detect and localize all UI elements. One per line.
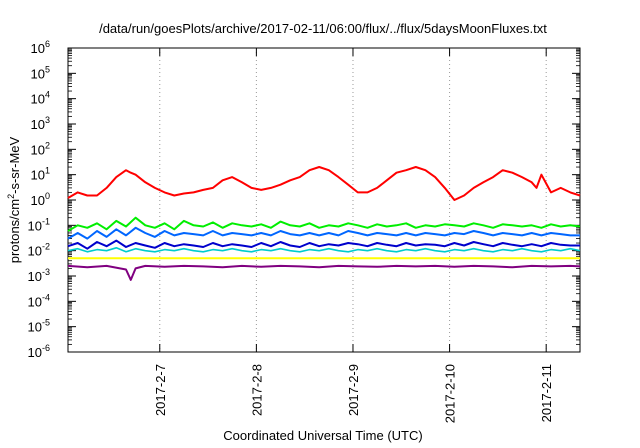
y-tick-base: 10 xyxy=(28,345,42,360)
y-tick-base: 10 xyxy=(28,294,42,309)
series-line-5 xyxy=(67,239,580,250)
y-tick-label: 10-3 xyxy=(28,267,50,284)
y-tick-label: 10-4 xyxy=(28,292,50,309)
y-tick-exp: 2 xyxy=(45,140,50,150)
y-label-sup: 2 xyxy=(6,194,16,199)
x-tick-label: 2017-2-10 xyxy=(443,364,458,423)
y-tick-exp: -1 xyxy=(42,216,50,226)
y-tick-label: 101 xyxy=(31,166,50,183)
y-tick-exp: -5 xyxy=(42,318,50,328)
y-tick-exp: -6 xyxy=(42,343,50,353)
y-tick-exp: 6 xyxy=(45,39,50,49)
y-tick-label: 10-2 xyxy=(28,242,50,259)
y-tick-base: 10 xyxy=(31,92,45,107)
y-tick-exp: 5 xyxy=(45,64,50,74)
y-tick-base: 10 xyxy=(28,269,42,284)
y-tick-label: 104 xyxy=(31,90,50,107)
y-tick-base: 10 xyxy=(31,117,45,132)
y-label-main: protons/cm xyxy=(7,199,22,263)
y-tick-exp: 3 xyxy=(45,115,50,125)
y-tick-base: 10 xyxy=(31,41,45,56)
y-tick-label: 10-1 xyxy=(28,216,50,233)
y-tick-label: 106 xyxy=(31,39,50,56)
series-line-3 xyxy=(67,226,580,240)
x-grid xyxy=(159,48,547,352)
y-tick-label: 10-5 xyxy=(28,318,50,335)
y-tick-base: 10 xyxy=(28,244,42,259)
x-tick-label: 2017-2-11 xyxy=(539,364,554,422)
y-tick-exp: -4 xyxy=(42,292,50,302)
y-tick-exp: 1 xyxy=(45,166,50,176)
y-label-rest: -s-sr-MeV xyxy=(7,136,22,193)
y-tick-base: 10 xyxy=(28,218,42,233)
x-tick-label: 2017-2-9 xyxy=(346,364,361,416)
y-tick-label: 100 xyxy=(31,191,50,208)
series-group xyxy=(67,166,581,281)
y-tick-exp: 4 xyxy=(45,90,50,100)
y-tick-label: 102 xyxy=(31,140,50,157)
y-tick-base: 10 xyxy=(31,193,45,208)
y-tick-base: 10 xyxy=(28,320,42,335)
series-line-7 xyxy=(67,264,581,281)
y-tick-label: 105 xyxy=(31,64,50,81)
x-axis-label: Coordinated Universal Time (UTC) xyxy=(223,428,422,443)
y-tick-label: 10-6 xyxy=(28,343,50,360)
series-line-2 xyxy=(67,216,581,232)
y-tick-base: 10 xyxy=(31,66,45,81)
chart-title: /data/run/goesPlots/archive/2017-02-11/0… xyxy=(99,21,547,36)
series-line-1 xyxy=(67,166,581,201)
x-tick-label: 2017-2-8 xyxy=(249,364,264,416)
y-tick-base: 10 xyxy=(31,142,45,157)
y-axis-label: protons/cm2-s-sr-MeV xyxy=(6,136,22,263)
series-line-4 xyxy=(67,247,581,253)
y-tick-exp: -3 xyxy=(42,267,50,277)
x-axis: 2017-2-7 2017-2-8 2017-2-9 2017-2-10 2017-2-… xyxy=(153,48,554,423)
y-tick-exp: 0 xyxy=(45,191,50,201)
y-tick-base: 10 xyxy=(31,168,45,183)
x-tick-label: 2017-2-7 xyxy=(153,364,168,416)
y-tick-label: 103 xyxy=(31,115,50,132)
y-tick-exp: -2 xyxy=(42,242,50,252)
y-axis: 10-610-510-410-310-210-11001011021031041… xyxy=(28,39,580,360)
plot-area xyxy=(67,47,581,353)
